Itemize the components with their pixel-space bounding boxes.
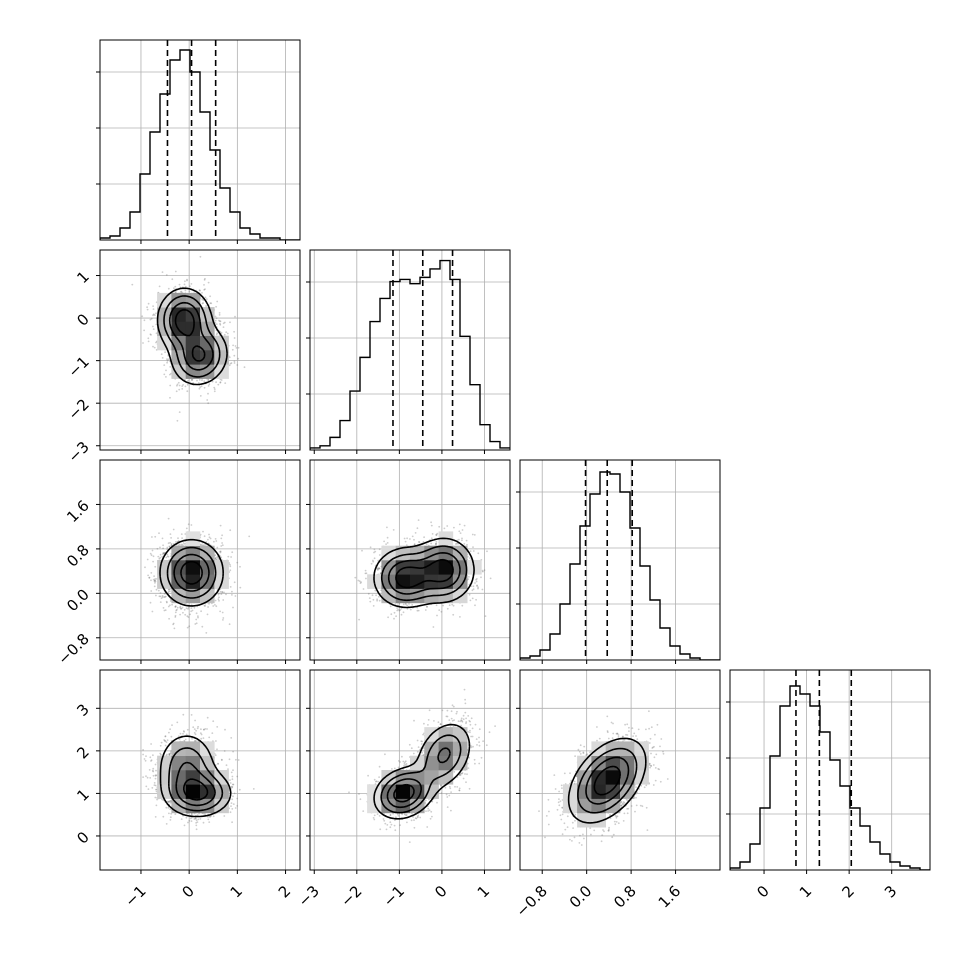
- histogram-step-1: [310, 261, 510, 450]
- x-tick-label: −0.8: [512, 882, 550, 920]
- density-panel-2-3: [520, 670, 720, 870]
- x-tick-label: 0: [178, 882, 197, 901]
- y-tick-label: −2: [64, 395, 92, 423]
- y-tick-label: 3: [73, 700, 92, 719]
- x-tick-label: 2: [838, 882, 857, 901]
- x-tick-label: 3: [881, 882, 900, 901]
- histogram-step-0: [100, 50, 300, 240]
- density-panel-1-2: [310, 460, 510, 660]
- y-tick-label: −1: [64, 353, 92, 381]
- y-tick-label: −3: [64, 438, 92, 466]
- y-tick-label: 0: [73, 310, 92, 329]
- x-tick-label: 0: [431, 882, 450, 901]
- y-tick-label: 1: [73, 786, 92, 805]
- x-tick-label: 0.8: [610, 882, 640, 912]
- histogram-panel-2: [520, 460, 720, 660]
- histogram-panel-0-frame: [100, 40, 300, 240]
- x-tick-label: 1: [796, 882, 815, 901]
- density-panel-0-2: [100, 460, 300, 660]
- histogram-step-3: [730, 686, 930, 870]
- x-tick-label: −1: [121, 882, 149, 910]
- y-tick-label: −0.8: [54, 630, 92, 668]
- y-tick-label: 0.0: [63, 585, 93, 615]
- y-tick-label: 2: [73, 743, 92, 762]
- x-tick-label: 1.6: [655, 882, 685, 912]
- y-tick-label: 1: [73, 268, 92, 287]
- x-tick-label: 0: [753, 882, 772, 901]
- density-panel-1-3: [310, 670, 510, 870]
- x-tick-label: −1: [380, 882, 408, 910]
- y-tick-label: 1.6: [63, 497, 93, 527]
- histogram-panel-3: [730, 670, 930, 870]
- histogram-panel-1: [310, 250, 510, 450]
- y-tick-label: 0.8: [63, 541, 93, 571]
- x-tick-label: 0.0: [566, 882, 596, 912]
- density-panel-0-3: [100, 670, 300, 870]
- y-tick-label: 0: [73, 828, 92, 847]
- density-panel-0-1: [100, 250, 300, 450]
- x-tick-label: 2: [275, 882, 294, 901]
- x-tick-label: 1: [227, 882, 246, 901]
- x-tick-label: −3: [295, 882, 323, 910]
- x-tick-label: −2: [337, 882, 365, 910]
- x-tick-label: 1: [474, 882, 493, 901]
- histogram-panel-0: [100, 40, 300, 240]
- histogram-step-2: [520, 472, 720, 660]
